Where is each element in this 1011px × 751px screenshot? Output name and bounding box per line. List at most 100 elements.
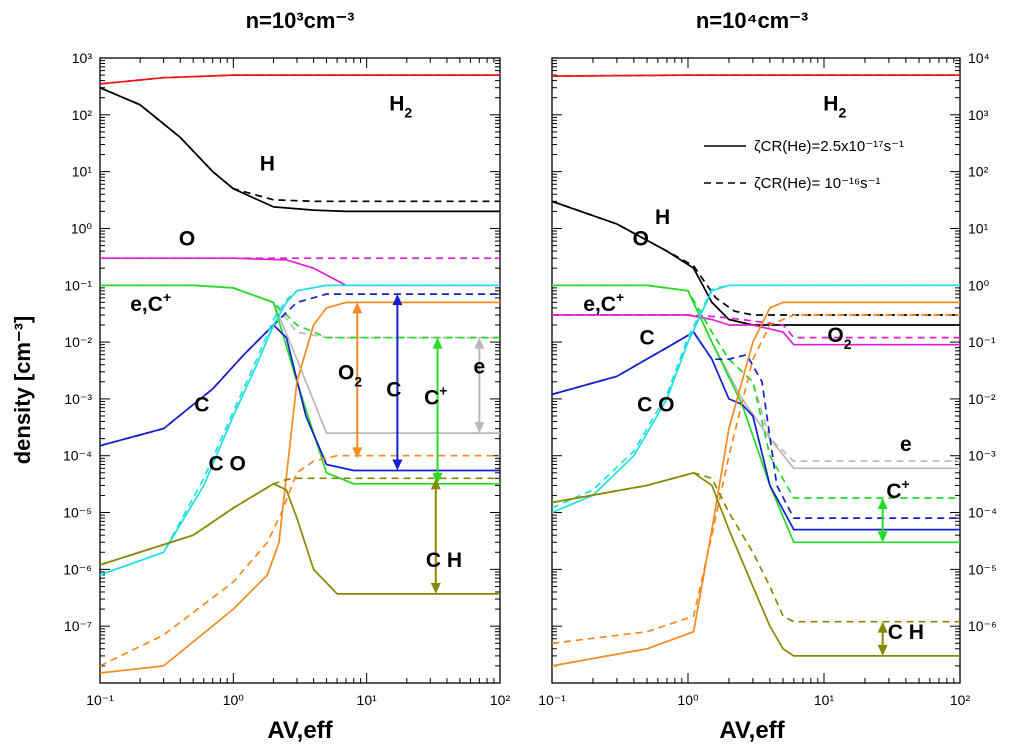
left-y-tick-label: 10⁻² xyxy=(64,334,92,350)
right-double-arrow xyxy=(877,498,888,543)
right-arrow-head-down xyxy=(877,644,888,656)
left-arrow-head-down xyxy=(430,582,441,594)
left-species-label: C O xyxy=(209,452,246,475)
right-double-arrow xyxy=(877,621,888,656)
left-series-h-dashed xyxy=(100,86,500,203)
right-y-tick-label: 10² xyxy=(968,164,989,180)
right-plot-frame xyxy=(551,57,961,684)
right-panel-title: n=10⁴cm⁻³ xyxy=(696,8,808,33)
left-double-arrow xyxy=(352,302,363,459)
left-y-tick-label: 10⁻⁶ xyxy=(63,561,92,577)
left-species-label: e xyxy=(474,356,486,379)
left-arrow-head-up xyxy=(430,478,441,490)
right-x-tick-label: 10⁻¹ xyxy=(538,692,566,708)
left-species-label: H xyxy=(260,152,275,175)
left-species-label: C+ xyxy=(424,382,447,409)
left-series-ch-dashed xyxy=(100,477,500,566)
right-x-axis-label: AV,eff xyxy=(719,717,785,744)
right-y-tick-label: 10⁴ xyxy=(968,50,990,66)
left-species-label: C xyxy=(386,379,401,402)
right-series-ch-dashed xyxy=(552,471,960,623)
left-arrow-head-down xyxy=(392,459,403,471)
left-arrow-head-up xyxy=(474,337,485,349)
right-series-cplus-dashed xyxy=(552,284,960,499)
right-y-tick-label: 10¹ xyxy=(968,220,989,236)
y-axis-label: density [cm⁻³] xyxy=(10,316,35,465)
right-series-group xyxy=(552,74,960,667)
left-y-tick-label: 10³ xyxy=(72,50,93,66)
left-arrow-head-up xyxy=(392,294,403,306)
left-series-h-solid xyxy=(100,86,500,213)
right-y-tick-label: 10³ xyxy=(968,107,989,123)
right-y-tick-label: 10⁰ xyxy=(968,277,990,293)
right-series-o2-solid xyxy=(552,301,960,667)
left-arrow-head-down xyxy=(432,472,443,484)
left-arrow-head-down xyxy=(352,447,363,459)
left-arrow-head-up xyxy=(432,337,443,349)
right-species-label: C O xyxy=(637,394,674,417)
left-x-tick-label: 10⁻¹ xyxy=(86,692,114,708)
right-y-tick-label: 10⁻³ xyxy=(968,448,996,464)
left-series-cplus-dashed xyxy=(100,284,500,339)
right-y-tick-label: 10⁻⁶ xyxy=(968,618,997,634)
right-series-o-dashed xyxy=(552,314,960,339)
left-x-tick-label: 10² xyxy=(490,692,511,708)
right-x-tick-label: 10⁰ xyxy=(677,692,699,708)
right-series-o-solid xyxy=(552,314,960,346)
right-y-tick-label: 10⁻² xyxy=(968,391,996,407)
left-y-tick-label: 10⁰ xyxy=(71,220,93,236)
left-series-h2-dashed xyxy=(100,74,500,85)
left-y-tick-label: 10⁻³ xyxy=(64,391,92,407)
left-series-ch-solid xyxy=(100,482,500,595)
right-species-label: H2 xyxy=(823,92,846,120)
left-species-label: C H xyxy=(426,549,462,572)
left-species-label: H2 xyxy=(389,92,412,120)
left-species-label: O2 xyxy=(338,361,362,389)
left-arrow-head-up xyxy=(352,302,363,314)
left-x-tick-label: 10⁰ xyxy=(223,692,245,708)
left-double-arrow xyxy=(392,294,403,471)
right-series-co-dashed xyxy=(552,284,960,509)
right-series-cplus-solid xyxy=(552,284,960,544)
left-panel: 10⁻¹ 10⁰ 10¹ 10² 10⁻⁷ 10⁻⁶ 10⁻⁵ 10⁻⁴ 10⁻³ 10⁻² 10⁻… xyxy=(63,50,510,708)
left-series-c-dashed xyxy=(100,293,500,447)
right-x-tick-label: 10¹ xyxy=(814,692,835,708)
left-species-label: O xyxy=(179,228,195,251)
right-species-label: C xyxy=(639,327,654,350)
legend-solid-label: ζCR(He)=2.5x10⁻¹⁷s⁻¹ xyxy=(754,138,904,155)
legend-dashed-label: ζCR(He)= 10⁻¹⁶s⁻¹ xyxy=(754,175,881,192)
left-y-tick-label: 10⁻⁷ xyxy=(64,618,92,634)
left-y-tick-label: 10⁻⁴ xyxy=(63,448,92,464)
left-series-o2-solid xyxy=(100,301,500,674)
right-species-label: O2 xyxy=(827,324,851,352)
right-y-tick-label: 10⁻¹ xyxy=(968,334,996,350)
right-species-label: H xyxy=(655,206,670,229)
left-species-label: e,C+ xyxy=(130,289,171,316)
right-arrow-head-up xyxy=(877,621,888,633)
right-series-c-solid xyxy=(552,331,960,531)
left-arrow-head-down xyxy=(474,422,485,434)
right-series-h2-dashed xyxy=(552,74,960,77)
left-series-h2-solid xyxy=(100,74,500,85)
right-species-label: e,C+ xyxy=(583,289,624,316)
legend: ζCR(He)=2.5x10⁻¹⁷s⁻¹ ζCR(He)= 10⁻¹⁶s⁻¹ xyxy=(704,138,904,192)
left-x-axis-label: AV,eff xyxy=(267,717,333,744)
left-y-tick-label: 10⁻⁵ xyxy=(63,505,92,521)
left-species-label: C xyxy=(194,394,209,417)
left-series-group xyxy=(100,74,500,674)
right-arrow-head-down xyxy=(877,531,888,543)
left-series-co-dashed xyxy=(100,284,500,576)
left-x-tick-label: 10¹ xyxy=(357,692,378,708)
left-double-arrow xyxy=(430,478,441,594)
left-series-o2-dashed xyxy=(100,454,500,667)
right-series-h-dashed xyxy=(552,200,960,316)
left-y-tick-label: 10² xyxy=(72,107,93,123)
right-series-o2-dashed xyxy=(552,314,960,645)
left-double-arrow xyxy=(474,337,485,434)
right-arrow-head-up xyxy=(877,498,888,510)
left-double-arrow xyxy=(432,337,443,484)
right-x-tick-label: 10² xyxy=(950,692,971,708)
left-panel-title: n=10³cm⁻³ xyxy=(246,8,355,33)
left-series-o-solid xyxy=(100,257,500,287)
